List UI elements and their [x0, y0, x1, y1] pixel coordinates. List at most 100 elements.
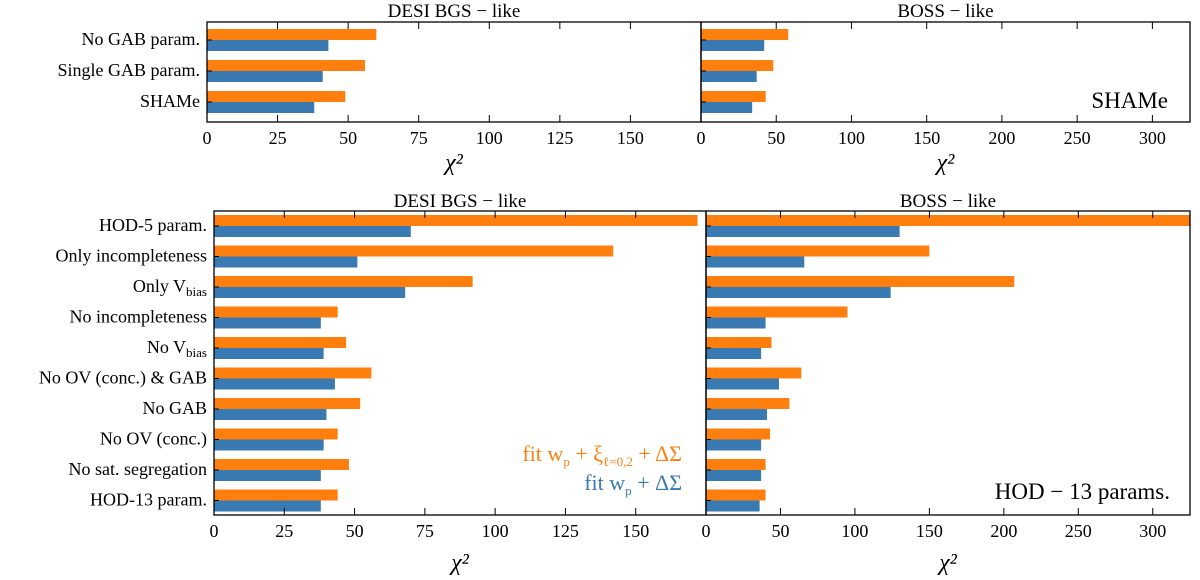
bar-2-1-blue [214, 256, 358, 268]
bar-2-7-blue [214, 439, 324, 451]
bar-2-4-orange [214, 337, 347, 348]
x-tick-label-2-1: 25 [275, 521, 293, 541]
bar-2-9-blue [214, 500, 321, 512]
category-label-0-0: No GAB param. [82, 29, 200, 49]
bar-2-4-blue [214, 348, 324, 359]
bar-0-2-blue [207, 102, 315, 113]
panel-annotation-1: SHAMe [1091, 88, 1168, 113]
bar-3-7-orange [706, 428, 771, 440]
category-label-2-6: No GAB [142, 398, 207, 418]
x-tick-label-3-1: 50 [771, 521, 789, 541]
bar-1-1-blue [701, 71, 757, 82]
bar-2-2-blue [214, 287, 406, 298]
bar-3-9-blue [706, 500, 760, 512]
x-tick-label-1-4: 200 [988, 128, 1015, 148]
bar-2-0-blue [214, 226, 411, 237]
bar-0-2-orange [207, 91, 346, 102]
legend-blue: fit wp + ΔΣ [584, 470, 682, 498]
x-axis-label-2: χ² [449, 550, 470, 576]
x-tick-label-3-3: 150 [916, 521, 943, 541]
x-tick-label-1-2: 100 [838, 128, 865, 148]
panel-title-1: BOSS − like [897, 1, 993, 22]
bar-1-0-blue [701, 40, 765, 51]
panel-title-3: BOSS − like [900, 191, 996, 212]
x-tick-label-1-0: 0 [697, 128, 706, 148]
category-label-2-4: No Vbias [147, 337, 207, 360]
panel-annotation-3: HOD − 13 params. [995, 479, 1170, 504]
x-tick-label-3-2: 100 [841, 521, 868, 541]
x-tick-label-3-6: 300 [1139, 521, 1166, 541]
bar-3-1-orange [706, 245, 930, 257]
x-axis-label-3: χ² [937, 550, 958, 576]
axes-frame-3 [705, 210, 1191, 516]
category-label-2-2: Only Vbias [133, 276, 207, 299]
bar-2-6-orange [214, 398, 361, 409]
x-tick-label-1-6: 300 [1139, 128, 1166, 148]
bar-2-3-orange [214, 306, 338, 318]
x-tick-label-2-5: 125 [552, 521, 579, 541]
x-tick-label-2-3: 75 [416, 521, 434, 541]
x-tick-label-0-6: 150 [617, 128, 644, 148]
bar-3-8-blue [706, 470, 762, 481]
bar-2-1-orange [214, 245, 614, 257]
bar-2-8-orange [214, 459, 349, 470]
bar-3-4-blue [706, 348, 762, 359]
x-tick-label-2-4: 100 [482, 521, 509, 541]
bar-3-8-orange [706, 459, 766, 470]
bar-1-2-orange [701, 91, 766, 102]
bar-2-9-orange [214, 489, 338, 501]
x-tick-label-1-1: 50 [767, 128, 785, 148]
bar-3-4-orange [706, 337, 772, 348]
bar-2-0-orange [214, 215, 698, 226]
bar-2-5-blue [214, 378, 335, 390]
category-label-2-0: HOD-5 param. [99, 215, 207, 235]
category-label-2-8: No sat. segregation [69, 459, 207, 479]
bar-2-5-orange [214, 367, 372, 379]
x-tick-label-2-2: 50 [346, 521, 364, 541]
panel-title-2: DESI BGS − like [394, 191, 527, 212]
x-tick-label-3-0: 0 [702, 521, 711, 541]
bar-3-3-blue [706, 317, 766, 329]
bar-2-3-blue [214, 317, 321, 329]
x-tick-label-0-4: 100 [476, 128, 503, 148]
category-label-2-9: HOD-13 param. [90, 490, 207, 510]
x-tick-label-0-1: 25 [269, 128, 287, 148]
bar-3-1-blue [706, 256, 805, 268]
bar-3-2-blue [706, 287, 891, 298]
bar-3-2-orange [706, 276, 1015, 287]
bar-3-0-orange [706, 215, 1190, 226]
x-tick-label-0-3: 75 [410, 128, 428, 148]
bar-3-5-blue [706, 378, 779, 390]
bar-3-6-blue [706, 409, 768, 420]
bar-2-2-orange [214, 276, 473, 287]
bar-1-2-blue [701, 102, 753, 113]
x-tick-label-3-4: 200 [990, 521, 1017, 541]
x-tick-label-2-0: 0 [210, 521, 219, 541]
category-label-0-2: SHAMe [140, 91, 200, 111]
x-axis-label-1: χ² [935, 150, 956, 176]
x-tick-label-3-5: 250 [1065, 521, 1092, 541]
bar-3-0-blue [706, 226, 900, 237]
bar-0-0-blue [207, 40, 329, 51]
x-tick-label-0-2: 50 [339, 128, 357, 148]
x-tick-label-1-3: 150 [913, 128, 940, 148]
bar-0-1-blue [207, 71, 323, 82]
axes-frame-1 [700, 21, 1191, 123]
x-tick-label-2-6: 150 [622, 521, 649, 541]
bar-1-0-orange [701, 29, 789, 40]
x-axis-label-0: χ² [443, 150, 464, 176]
bar-1-1-orange [701, 60, 774, 71]
x-tick-label-0-5: 125 [546, 128, 573, 148]
category-label-2-3: No incompleteness [70, 307, 207, 327]
legend-orange: fit wp + ξℓ=0,2 + ΔΣ [522, 441, 682, 469]
category-label-2-1: Only incompleteness [56, 246, 207, 266]
bar-2-8-blue [214, 470, 321, 481]
bar-2-6-blue [214, 409, 327, 420]
x-tick-label-0-0: 0 [203, 128, 212, 148]
bar-0-0-orange [207, 29, 377, 40]
bar-3-9-orange [706, 489, 766, 501]
bar-0-1-orange [207, 60, 366, 71]
bar-3-3-orange [706, 306, 848, 318]
bar-3-6-orange [706, 398, 790, 409]
